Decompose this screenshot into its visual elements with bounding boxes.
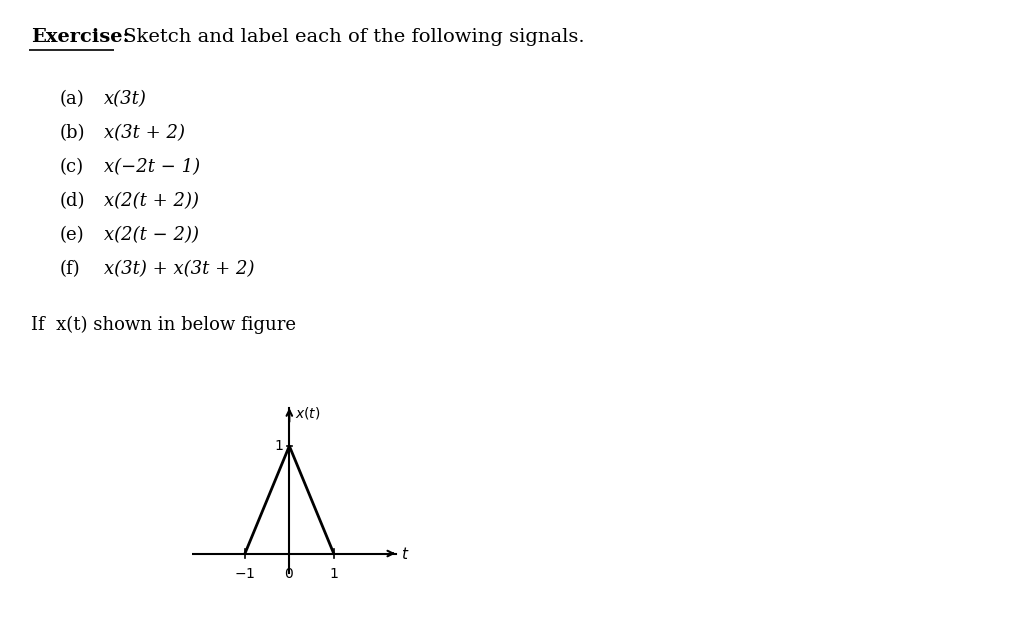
- Text: x(3t) + x(3t + 2): x(3t) + x(3t + 2): [104, 260, 254, 278]
- Text: Sketch and label each of the following signals.: Sketch and label each of the following s…: [117, 28, 584, 46]
- Text: x(−2t − 1): x(−2t − 1): [104, 158, 200, 176]
- Text: x(3t): x(3t): [104, 90, 146, 108]
- Text: x(2(t − 2)): x(2(t − 2)): [104, 226, 199, 244]
- Text: x(2(t + 2)): x(2(t + 2)): [104, 192, 199, 210]
- Text: $x(t)$: $x(t)$: [294, 405, 320, 421]
- Text: (c): (c): [60, 158, 84, 176]
- Text: (e): (e): [60, 226, 85, 244]
- Text: $-1$: $-1$: [234, 568, 256, 581]
- Text: (f): (f): [60, 260, 81, 278]
- Text: (d): (d): [60, 192, 86, 210]
- Text: $1$: $1$: [275, 439, 284, 453]
- Text: (a): (a): [60, 90, 85, 108]
- Text: $t$: $t$: [401, 545, 409, 561]
- Text: $0$: $0$: [285, 568, 294, 581]
- Text: (b): (b): [60, 124, 86, 142]
- Text: If  x(t) shown in below figure: If x(t) shown in below figure: [31, 316, 296, 334]
- Text: Exercise:: Exercise:: [31, 28, 130, 46]
- Text: $1$: $1$: [328, 568, 339, 581]
- Text: x(3t + 2): x(3t + 2): [104, 124, 184, 142]
